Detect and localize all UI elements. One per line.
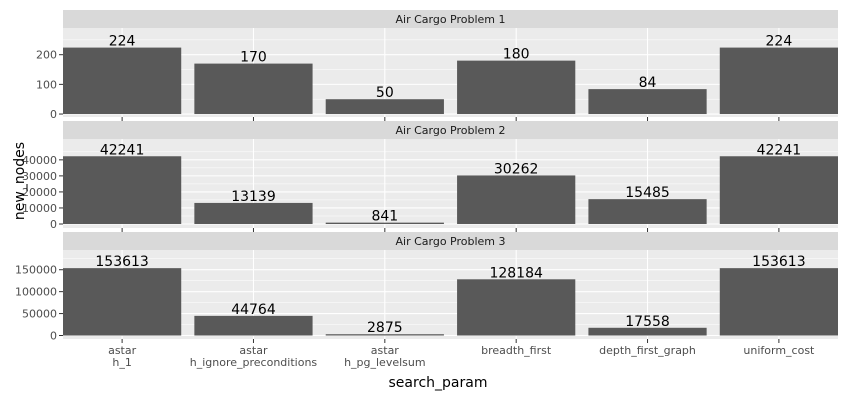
y-tick-label: 0 — [50, 329, 57, 342]
bar-value-label: 50 — [376, 85, 394, 101]
bar — [194, 63, 313, 115]
y-tick-label: 100000 — [15, 286, 57, 299]
bar — [194, 315, 313, 336]
bar — [63, 156, 182, 224]
x-tick-label: astar — [239, 344, 268, 357]
x-tick-label: depth_first_graph — [599, 344, 696, 357]
panel-background — [63, 28, 838, 117]
bar — [719, 268, 838, 336]
facet-strip — [63, 121, 838, 139]
x-tick-label: h_ignore_preconditions — [190, 356, 318, 369]
x-tick-label: astar — [108, 344, 137, 357]
facet-strip — [63, 10, 838, 28]
bar-value-label: 841 — [371, 209, 398, 225]
bar-value-label: 2875 — [367, 320, 403, 336]
x-tick-label: h_1 — [112, 356, 131, 369]
facet-title: Air Cargo Problem 3 — [395, 235, 505, 248]
bar — [719, 47, 838, 115]
x-tick-label: breadth_first — [481, 344, 552, 357]
bar-value-label: 128184 — [489, 265, 543, 281]
bar-value-label: 42241 — [100, 142, 145, 158]
bar — [457, 60, 576, 115]
x-tick-label: astar — [371, 344, 400, 357]
x-axis-title: search_param — [389, 375, 488, 391]
bar — [63, 268, 182, 336]
bar — [457, 175, 576, 224]
panel-background — [63, 250, 838, 339]
bar-value-label: 170 — [240, 50, 267, 66]
bar-value-label: 153613 — [95, 254, 148, 270]
bar-value-label: 84 — [639, 75, 657, 91]
bar — [63, 47, 182, 115]
y-tick-label: 100 — [36, 78, 57, 91]
panel-background — [63, 139, 838, 228]
bar — [325, 334, 444, 336]
y-axis-title: new_nodes — [12, 142, 28, 220]
bar — [325, 99, 444, 115]
bar-value-label: 224 — [766, 34, 793, 50]
bar — [588, 327, 707, 336]
x-tick-label: h_pg_levelsum — [344, 356, 426, 369]
y-tick-label: 200 — [36, 49, 57, 62]
bar-value-label: 224 — [109, 34, 136, 50]
chart-panels: Air Cargo Problem 1 0 100 200 224 170 50 180 84 2… — [15, 10, 838, 369]
x-tick-label: uniform_cost — [743, 344, 815, 357]
facet-title: Air Cargo Problem 1 — [395, 13, 505, 26]
bar — [457, 279, 576, 336]
y-tick-label: 150000 — [15, 264, 57, 277]
bar-value-label: 180 — [503, 47, 530, 63]
bar-value-label: 44764 — [231, 302, 276, 318]
facet-title: Air Cargo Problem 2 — [395, 124, 505, 137]
bar — [588, 199, 707, 224]
bar-value-label: 17558 — [625, 314, 670, 330]
bar-value-label: 42241 — [757, 142, 802, 158]
y-tick-label: 0 — [50, 108, 57, 121]
y-tick-label: 20000 — [22, 186, 57, 199]
bar-value-label: 30262 — [494, 161, 539, 177]
bar — [194, 202, 313, 224]
y-tick-label: 0 — [50, 218, 57, 231]
facet-strip — [63, 232, 838, 250]
bar-value-label: 153613 — [752, 254, 805, 270]
bar-value-label: 15485 — [625, 185, 670, 201]
y-tick-label: 30000 — [22, 170, 57, 183]
y-tick-label: 10000 — [22, 202, 57, 215]
y-tick-label: 40000 — [22, 154, 57, 167]
bar — [325, 222, 444, 224]
bar — [719, 156, 838, 224]
bar — [588, 89, 707, 115]
y-tick-label: 50000 — [22, 308, 57, 321]
bar-value-label: 13139 — [231, 189, 276, 205]
